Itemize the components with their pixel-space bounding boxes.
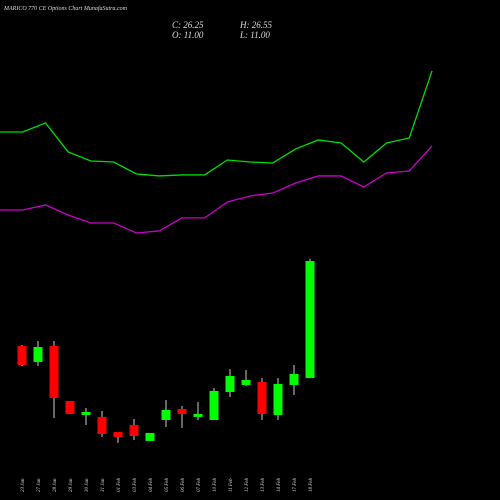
- x-tick-label: 03 Feb: [133, 477, 138, 492]
- candle-body: [129, 424, 139, 436]
- x-tick-label: 29 Jan: [69, 478, 74, 492]
- x-tick-label: 12 Feb: [245, 477, 250, 492]
- x-tick-label: 04 Feb: [149, 477, 154, 492]
- close-label: C: 26.25: [172, 20, 204, 30]
- candle-body: [209, 390, 219, 421]
- x-tick-label: 01 Feb: [117, 477, 122, 492]
- open-label: O: 11.00: [172, 30, 204, 40]
- x-tick-label: 18 Feb: [309, 477, 314, 492]
- x-tick-label: 23 Jan: [21, 478, 26, 492]
- candle-body: [97, 416, 107, 434]
- indicator-line: [0, 145, 433, 234]
- candle-body: [145, 432, 155, 441]
- x-tick-label: 14 Feb: [277, 477, 282, 492]
- x-tick-label: 27 Jan: [37, 478, 42, 492]
- candle-body: [17, 345, 27, 366]
- x-tick-label: 28 Jan: [53, 478, 58, 492]
- candle-body: [273, 383, 283, 415]
- x-tick-label: 13 Feb: [261, 477, 266, 492]
- candle-body: [193, 413, 203, 417]
- chart-title: MARICO 770 CE Options Chart MunafaSutra.…: [3, 5, 128, 12]
- candle-body: [177, 408, 187, 414]
- x-tick-label: 07 Feb: [197, 477, 202, 492]
- x-tick-label: 17 Feb: [293, 477, 298, 492]
- indicator-line: [0, 70, 433, 177]
- x-tick-label: 06 Feb: [181, 477, 186, 492]
- low-label: L: 11.00: [239, 30, 270, 40]
- candle-body: [49, 345, 59, 398]
- high-label: H: 26.55: [239, 20, 272, 30]
- x-tick-label: 05 Feb: [165, 477, 170, 492]
- x-tick-label: 30 Jan: [85, 478, 90, 492]
- candle-body: [33, 346, 43, 362]
- x-tick-label: 10 Feb: [213, 477, 218, 492]
- candle-body: [305, 261, 315, 378]
- candle-body: [241, 379, 251, 385]
- candle-body: [257, 381, 267, 414]
- candle-body: [225, 375, 235, 393]
- x-tick-label: 11 Feb: [229, 478, 234, 492]
- candle-body: [65, 400, 75, 414]
- candle-body: [81, 411, 91, 415]
- candle-body: [113, 431, 123, 437]
- x-tick-label: 31 Jan: [101, 478, 106, 492]
- candle-body: [289, 373, 299, 385]
- candle-body: [161, 409, 171, 421]
